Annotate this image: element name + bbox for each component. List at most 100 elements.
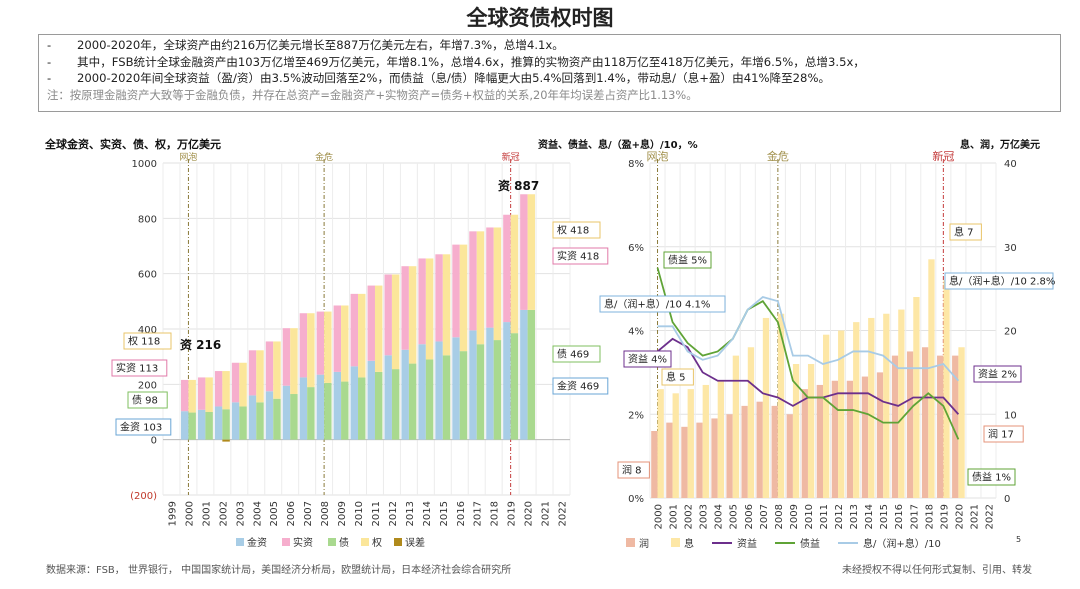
right-y-tick-right: 30 — [1004, 243, 1017, 254]
right-x-tick: 2022 — [984, 504, 995, 529]
bar-profit — [801, 389, 808, 498]
annot-real-2020: 实资 418 — [557, 250, 599, 263]
bar-equity — [324, 311, 332, 383]
bar-real-assets — [350, 293, 359, 367]
left-y-tick: 800 — [138, 214, 157, 225]
left-x-tick: 2006 — [286, 501, 297, 526]
legend-label: 息 — [684, 537, 694, 550]
bar-profit — [696, 422, 703, 498]
left-x-tick: 2002 — [218, 501, 229, 526]
bar-debt — [205, 412, 213, 440]
copyright-notice: 未经授权不得以任何形式复制、引用、转发 — [842, 565, 1032, 576]
left-event-label: 新冠 — [502, 151, 520, 163]
annot-profit-2020-box — [983, 425, 1024, 443]
bar-real-assets — [299, 313, 308, 378]
bar-debt — [374, 371, 383, 440]
right-event-label: 金危 — [767, 149, 789, 163]
right-y-tick-right: 40 — [1004, 159, 1017, 170]
note-line: - 其中，FSB统计全球金融资产由103万亿增至469万亿美元，年增8.1%，总增… — [47, 54, 865, 69]
bar-interest — [762, 317, 770, 498]
bar-debt — [408, 363, 417, 440]
note-line: -2000-2020年，全球资产由约216万亿美元增长至887万亿美元左右，年增… — [47, 38, 564, 52]
right-x-tick: 2009 — [789, 504, 800, 529]
left-x-tick: 2010 — [354, 501, 365, 526]
right-x-tick: 2020 — [954, 504, 965, 529]
legend-label: 债 — [339, 536, 349, 549]
bar-fin-assets — [316, 374, 325, 440]
bar-interest — [958, 347, 965, 498]
annot-ratio-2020-box — [944, 272, 1054, 290]
right-y-tick-right: 0 — [1004, 494, 1010, 505]
bar-fin-assets — [452, 337, 460, 440]
legend-suffix: 5 — [1016, 535, 1021, 544]
bar-real-assets — [367, 285, 375, 361]
right-x-tick: 2007 — [759, 504, 770, 529]
bar-debt — [527, 309, 536, 440]
bar-debt — [459, 351, 468, 440]
right-x-tick: 2003 — [699, 504, 710, 529]
bar-interest — [943, 280, 950, 498]
bar-profit — [726, 414, 733, 498]
bar-equity — [222, 371, 230, 410]
right-y-tick-right: 10 — [1004, 410, 1017, 421]
annot-yield-2000-box — [663, 251, 712, 269]
legend-label: 实资 — [293, 536, 313, 549]
legend-label: 误差 — [405, 536, 425, 549]
bar-real-assets — [520, 194, 528, 310]
bar-real-assets — [333, 305, 342, 372]
left-x-tick: 2012 — [388, 501, 399, 526]
left-x-tick: 2018 — [490, 501, 501, 526]
right-x-tick: 2004 — [714, 504, 725, 529]
annot-interest-2020: 息 7 — [954, 226, 974, 239]
left-x-tick: 2022 — [558, 501, 569, 526]
bar-equity — [358, 293, 366, 378]
right-x-tick: 2010 — [804, 504, 815, 529]
bar-debt — [391, 369, 400, 440]
bar-profit — [771, 405, 778, 498]
bar-profit — [681, 426, 688, 498]
right-x-tick: 2000 — [654, 504, 665, 529]
bar-real-assets — [231, 362, 240, 403]
bar-fin-assets — [180, 411, 189, 440]
right-y-tick-right: 20 — [1004, 327, 1017, 338]
bar-interest — [792, 364, 800, 498]
right-y-tick-left: 2% — [628, 410, 644, 421]
right-x-tick: 2006 — [744, 504, 755, 529]
right-chart-title-right: 息、润，万亿美元 — [960, 138, 1040, 151]
annot-interest-2020-box — [949, 223, 982, 241]
bar-equity — [493, 227, 502, 341]
bar-interest — [838, 330, 845, 498]
bar-profit — [937, 355, 944, 498]
bar-debt — [358, 377, 366, 440]
right-x-tick: 2016 — [894, 504, 905, 529]
bar-fin-assets — [350, 366, 359, 440]
bar-real-assets — [486, 227, 494, 328]
annot-interest-2001: 息 5 — [666, 371, 686, 384]
bar-debt — [307, 387, 315, 440]
bar-profit — [786, 414, 793, 498]
bar-equity — [205, 377, 213, 412]
left-x-tick: 2013 — [405, 501, 416, 526]
legend-swatch — [361, 538, 369, 546]
bar-debt — [425, 359, 434, 440]
right-event-label: 新冠 — [932, 149, 954, 163]
bar-debt — [188, 412, 196, 440]
right-x-tick: 2018 — [924, 504, 935, 529]
bar-interest — [823, 334, 830, 498]
left-event-label: 金危 — [315, 151, 333, 163]
bar-debt — [290, 394, 298, 440]
annot-ratio-2020: 息/（润+息）/10 2.8% — [949, 275, 1055, 288]
left-x-tick: 2020 — [524, 501, 535, 526]
bar-real-assets — [282, 328, 291, 386]
line-interest-ratio — [657, 296, 960, 382]
left-y-tick: 600 — [138, 270, 157, 281]
left-event-label: 网泡 — [179, 151, 197, 163]
legend-swatch — [626, 538, 635, 547]
left-y-tick: 200 — [138, 380, 157, 391]
bar-profit — [651, 431, 658, 498]
bar-interest — [747, 347, 755, 498]
left-x-tick: 2021 — [541, 501, 552, 526]
bar-profit — [952, 355, 959, 498]
bar-real-assets — [435, 254, 443, 342]
bar-equity — [239, 362, 247, 407]
